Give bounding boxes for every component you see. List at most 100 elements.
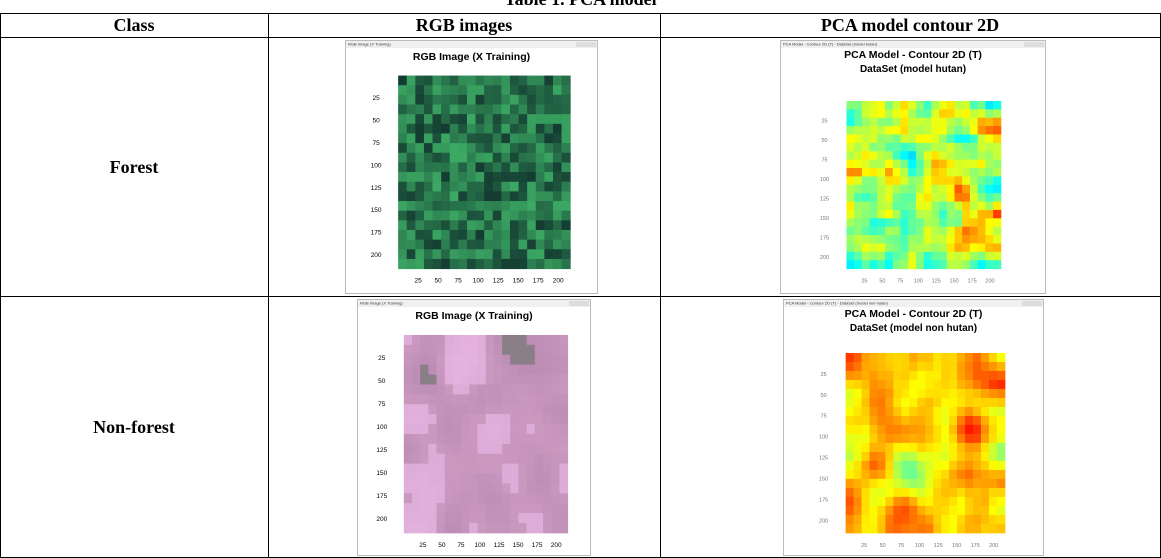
- pixel: [973, 470, 981, 479]
- pixel: [412, 375, 421, 385]
- pixel: [494, 414, 503, 424]
- pixel: [916, 210, 924, 219]
- pixel: [973, 371, 981, 380]
- pixel: [461, 483, 470, 493]
- pixel: [954, 160, 962, 169]
- pixel: [544, 191, 553, 201]
- pixel: [885, 479, 893, 488]
- pixel: [461, 434, 470, 444]
- pixel: [854, 235, 862, 244]
- pixel: [461, 384, 470, 394]
- pixel: [917, 488, 925, 497]
- pixel: [510, 375, 519, 385]
- pixel: [424, 105, 433, 115]
- pixel: [486, 454, 495, 464]
- pixel: [877, 506, 885, 515]
- pixel: [519, 124, 528, 134]
- pixel: [420, 464, 429, 474]
- pixel: [970, 101, 978, 110]
- pixel: [846, 362, 854, 371]
- pixel: [954, 185, 962, 194]
- pixel: [916, 118, 924, 127]
- pixel: [478, 523, 487, 533]
- pixel: [559, 483, 568, 493]
- pixel: [437, 513, 446, 523]
- pixel: [985, 118, 993, 127]
- pixel: [478, 454, 487, 464]
- pixel: [931, 210, 939, 219]
- pixel: [437, 454, 446, 464]
- pixel: [893, 488, 901, 497]
- pixel: [519, 191, 528, 201]
- pixel: [957, 389, 965, 398]
- pixel: [924, 118, 932, 127]
- pixel: [536, 259, 545, 269]
- pixel: [428, 355, 437, 365]
- pixel: [441, 220, 450, 230]
- y-tick-label: 50: [821, 393, 827, 399]
- pixel: [527, 211, 536, 221]
- pixel: [917, 506, 925, 515]
- pixel: [510, 394, 519, 404]
- pixel: [398, 172, 407, 182]
- pixel: [997, 389, 1005, 398]
- pixel: [428, 493, 437, 503]
- pixel: [493, 211, 502, 221]
- rule: [660, 13, 661, 558]
- pixel: [467, 249, 476, 259]
- pixel: [957, 452, 965, 461]
- pixel: [453, 355, 462, 365]
- pixel: [846, 524, 854, 533]
- pixel: [398, 105, 407, 115]
- pixel: [469, 434, 478, 444]
- pixel: [501, 191, 510, 201]
- pixel: [931, 151, 939, 160]
- pixel: [901, 353, 909, 362]
- pixel: [407, 240, 416, 250]
- pixel: [939, 252, 947, 261]
- pixel: [551, 503, 560, 513]
- pixel: [933, 506, 941, 515]
- pixel: [486, 434, 495, 444]
- pixel: [458, 211, 467, 221]
- pixel: [862, 524, 870, 533]
- window-controls: [1022, 301, 1042, 306]
- y-tick-label: 200: [376, 516, 387, 523]
- pixel: [544, 211, 553, 221]
- y-tick-label: 150: [820, 216, 829, 222]
- pixel: [450, 220, 459, 230]
- pixel: [450, 230, 459, 240]
- pixel: [854, 452, 862, 461]
- pixel: [420, 394, 429, 404]
- pixel: [973, 416, 981, 425]
- pixel: [412, 444, 421, 454]
- pixel: [484, 220, 493, 230]
- pixel: [854, 109, 862, 118]
- pixel: [908, 243, 916, 252]
- pixel: [908, 143, 916, 152]
- pixel: [939, 160, 947, 169]
- pixel: [939, 260, 947, 269]
- pixel: [407, 153, 416, 163]
- pixel: [486, 424, 495, 434]
- pixel: [909, 371, 917, 380]
- pixel: [493, 133, 502, 143]
- pixel: [404, 355, 413, 365]
- pixel: [909, 398, 917, 407]
- pixel: [551, 454, 560, 464]
- pixel: [877, 452, 885, 461]
- pixel: [947, 260, 955, 269]
- pixel: [551, 493, 560, 503]
- pixel: [847, 210, 855, 219]
- pixel: [893, 243, 901, 252]
- y-tick-label: 25: [378, 355, 386, 362]
- pixel: [949, 389, 957, 398]
- pixel: [993, 160, 1001, 169]
- pixel: [908, 260, 916, 269]
- x-tick-label: 175: [533, 278, 544, 285]
- pixel: [527, 162, 536, 172]
- pixel: [467, 172, 476, 182]
- pixel: [518, 474, 527, 484]
- pixel: [510, 153, 519, 163]
- pixel: [527, 493, 536, 503]
